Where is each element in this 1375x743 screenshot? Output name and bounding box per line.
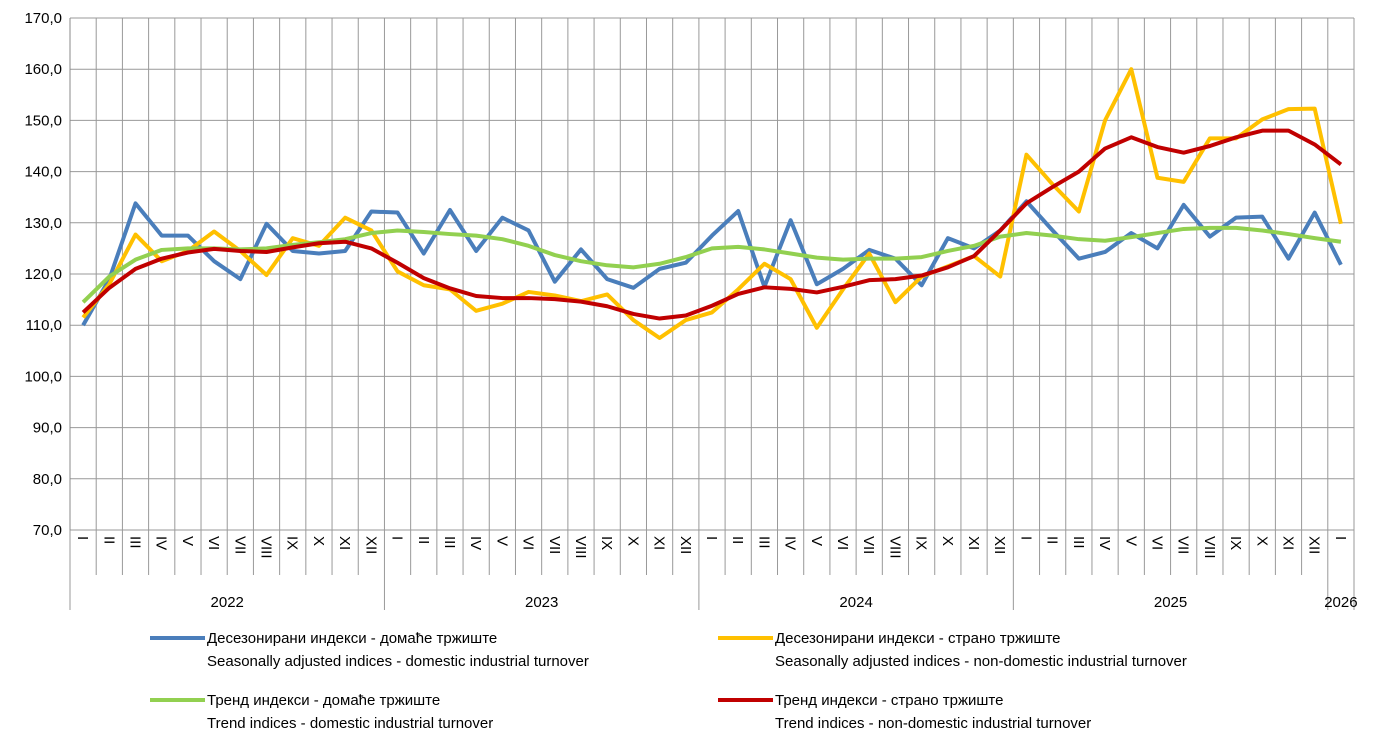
x-tick-label: VIII xyxy=(1201,536,1218,559)
x-tick-label: XI xyxy=(965,536,982,550)
series-line xyxy=(81,199,1343,327)
x-tick-label: VII xyxy=(546,536,563,554)
x-tick-label: VII xyxy=(231,536,248,554)
x-tick-label: VI xyxy=(205,536,222,550)
x-tick-label: XI xyxy=(1279,536,1296,550)
x-tick-label: X xyxy=(1253,536,1270,546)
x-tick-label: X xyxy=(624,536,641,546)
x-tick-label: VI xyxy=(834,536,851,550)
x-tick-label: II xyxy=(415,536,432,544)
x-tick-label: VII xyxy=(1175,536,1192,554)
x-tick-label: I xyxy=(703,536,720,540)
y-tick-label: 70,0 xyxy=(33,522,62,539)
x-tick-label: V xyxy=(493,536,510,546)
x-tick-label: X xyxy=(310,536,327,546)
x-tick-label: IV xyxy=(1096,536,1113,550)
x-tick-label: I xyxy=(74,536,91,540)
legend-label: Десезонирани индекси - домаће тржиште xyxy=(207,630,497,647)
y-tick-label: 100,0 xyxy=(24,368,62,385)
x-tick-label: IX xyxy=(598,536,615,550)
year-label: 2022 xyxy=(211,594,244,611)
x-tick-label: X xyxy=(939,536,956,546)
legend-label: Тренд индекси - страно тржиште xyxy=(775,692,1003,709)
x-tick-label: VIII xyxy=(886,536,903,559)
y-tick-label: 130,0 xyxy=(24,215,62,232)
x-tick-label: IX xyxy=(913,536,930,550)
year-label: 2024 xyxy=(839,594,872,611)
legend-label-en: Seasonally adjusted indices - non-domest… xyxy=(775,653,1187,670)
y-tick-label: 110,0 xyxy=(26,317,62,334)
legend-label-en: Trend indices - domestic industrial turn… xyxy=(207,715,493,732)
x-tick-label: I xyxy=(389,536,406,540)
x-tick-label: II xyxy=(100,536,117,544)
x-tick-label: IV xyxy=(467,536,484,550)
legend-label-en: Seasonally adjusted indices - domestic i… xyxy=(207,653,589,670)
y-tick-label: 150,0 xyxy=(24,112,62,129)
x-tick-label: IX xyxy=(1227,536,1244,550)
x-tick-label: XI xyxy=(336,536,353,550)
x-tick-label: VIII xyxy=(572,536,589,559)
year-label: 2025 xyxy=(1154,594,1187,611)
year-label: 2023 xyxy=(525,594,558,611)
legend-label: Десезонирани индекси - страно тржиште xyxy=(775,630,1061,647)
x-tick-label: XII xyxy=(362,536,379,554)
x-tick-label: XII xyxy=(1306,536,1323,554)
x-tick-label: I xyxy=(1332,536,1349,540)
y-tick-label: 90,0 xyxy=(33,420,62,437)
x-tick-label: II xyxy=(729,536,746,544)
x-tick-label: IV xyxy=(782,536,799,550)
x-tick-label: IV xyxy=(153,536,170,550)
year-label: 2026 xyxy=(1324,594,1357,611)
x-tick-label: III xyxy=(127,536,144,549)
x-tick-label: III xyxy=(1070,536,1087,549)
x-tick-label: VII xyxy=(860,536,877,554)
y-tick-label: 160,0 xyxy=(24,61,62,78)
x-tick-label: XII xyxy=(677,536,694,554)
x-tick-label: VI xyxy=(520,536,537,550)
x-tick-label: I xyxy=(1017,536,1034,540)
y-tick-label: 120,0 xyxy=(24,266,62,283)
x-tick-label: V xyxy=(808,536,825,546)
x-tick-label: XII xyxy=(991,536,1008,554)
y-tick-label: 80,0 xyxy=(33,471,62,488)
x-tick-label: III xyxy=(755,536,772,549)
legend-label: Тренд индекси - домаће тржиште xyxy=(207,692,440,709)
x-tick-label: V xyxy=(179,536,196,546)
y-tick-label: 170,0 xyxy=(24,10,62,27)
series-line xyxy=(81,128,1343,321)
x-tick-label: VI xyxy=(1148,536,1165,550)
x-tick-label: II xyxy=(1044,536,1061,544)
x-tick-label: XI xyxy=(651,536,668,550)
x-tick-label: IX xyxy=(284,536,301,550)
x-tick-label: V xyxy=(1122,536,1139,546)
y-tick-label: 140,0 xyxy=(24,164,62,181)
series-line xyxy=(81,67,1343,340)
x-tick-label: III xyxy=(441,536,458,549)
x-tick-label: VIII xyxy=(258,536,275,559)
series-line xyxy=(81,225,1342,304)
legend-label-en: Trend indices - non-domestic industrial … xyxy=(775,715,1091,732)
